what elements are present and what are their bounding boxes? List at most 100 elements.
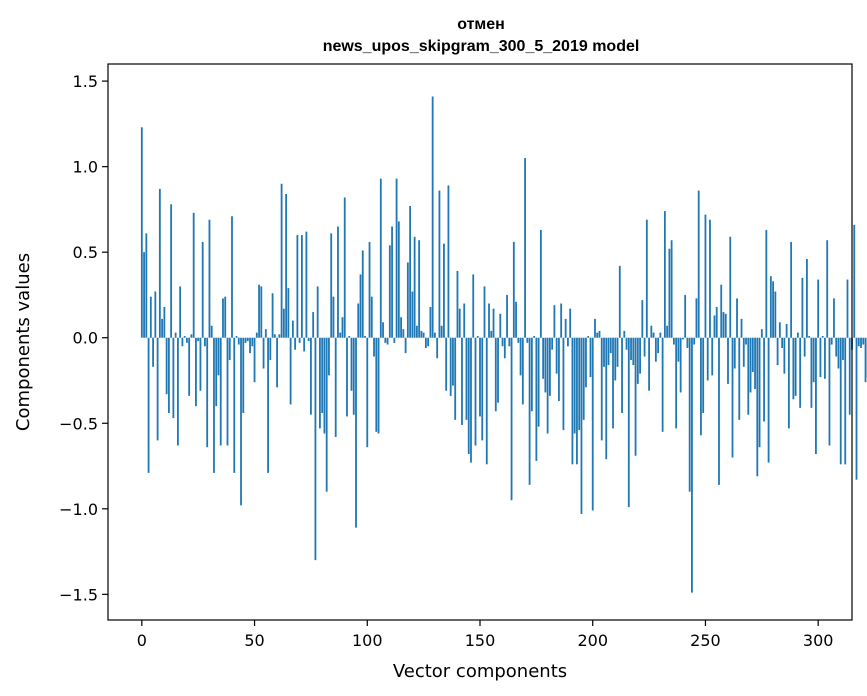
bar	[339, 332, 342, 338]
bar	[364, 336, 366, 338]
bar	[519, 337, 522, 376]
bar	[366, 337, 369, 448]
bar	[452, 337, 454, 386]
bar	[682, 337, 684, 340]
bar	[300, 235, 303, 338]
bar	[379, 178, 382, 338]
bar	[530, 337, 533, 412]
bar	[488, 303, 490, 338]
bar	[343, 197, 346, 338]
bar	[578, 337, 581, 431]
bar	[582, 337, 585, 420]
bar	[319, 337, 321, 429]
bar	[179, 286, 182, 338]
bar	[461, 337, 463, 425]
bar	[842, 337, 844, 360]
x-tick-label: 100	[352, 631, 383, 650]
bar	[260, 286, 263, 338]
bar	[158, 188, 161, 338]
bar	[219, 337, 222, 446]
bar	[648, 337, 650, 391]
bar	[821, 336, 824, 338]
bar	[233, 337, 236, 473]
chart-title-line2: news_upos_skipgram_300_5_2019 model	[323, 38, 640, 55]
bar	[808, 336, 811, 338]
bar	[303, 337, 306, 352]
bar	[267, 337, 269, 473]
bar	[479, 337, 481, 417]
bar	[289, 337, 292, 405]
bar	[143, 252, 145, 338]
bar	[280, 183, 283, 338]
bar	[145, 233, 148, 338]
bar	[140, 127, 143, 338]
bar	[368, 241, 371, 338]
bar	[693, 337, 696, 345]
bar	[312, 312, 315, 338]
bar	[334, 337, 337, 437]
bar	[388, 245, 391, 338]
bar	[415, 325, 418, 338]
bar	[639, 337, 641, 374]
bar	[149, 296, 152, 338]
bar	[860, 337, 862, 348]
bar	[258, 284, 260, 338]
bar	[512, 241, 515, 338]
bar	[551, 337, 554, 350]
bar	[494, 337, 497, 412]
bar	[833, 298, 835, 338]
bar	[731, 337, 734, 458]
bar	[733, 337, 736, 369]
bar	[190, 334, 193, 338]
x-tick-label: 0	[137, 631, 147, 650]
bar	[844, 337, 847, 465]
bar	[738, 337, 741, 420]
bar	[397, 221, 400, 338]
bar	[465, 337, 468, 420]
bar	[447, 185, 450, 338]
bar	[328, 337, 330, 376]
bar	[481, 337, 484, 441]
bar	[409, 205, 412, 338]
chart-title-line1: отмен	[457, 16, 505, 33]
bar	[539, 229, 542, 338]
bar	[668, 248, 671, 338]
bar	[839, 337, 842, 465]
bar	[853, 224, 856, 338]
bar	[803, 337, 806, 357]
bar	[434, 332, 436, 338]
bar	[210, 325, 213, 338]
y-axis-label: Components values	[13, 253, 34, 431]
bar	[754, 337, 756, 390]
bar	[167, 337, 170, 413]
bar	[188, 337, 191, 396]
bar	[767, 337, 770, 463]
bar	[553, 305, 556, 338]
bar	[623, 330, 626, 338]
bar	[470, 337, 472, 463]
bar	[758, 337, 761, 448]
bar	[546, 337, 549, 434]
bar	[242, 337, 245, 413]
bar	[544, 337, 547, 393]
bar	[445, 337, 448, 391]
bar	[228, 337, 231, 360]
bar	[666, 325, 669, 338]
bar	[837, 337, 840, 369]
bar	[501, 337, 504, 347]
x-tick-label: 300	[803, 631, 834, 650]
bar	[391, 226, 393, 338]
bar	[298, 337, 301, 343]
bar	[438, 190, 441, 338]
bar	[213, 337, 215, 473]
bar	[720, 284, 723, 338]
bar	[215, 337, 218, 407]
bar-series	[140, 96, 867, 593]
bar	[337, 226, 339, 338]
bar	[375, 337, 378, 432]
bar	[305, 231, 308, 338]
bar	[740, 318, 743, 338]
bar	[273, 334, 276, 338]
bar	[503, 337, 506, 359]
bar	[208, 219, 211, 338]
